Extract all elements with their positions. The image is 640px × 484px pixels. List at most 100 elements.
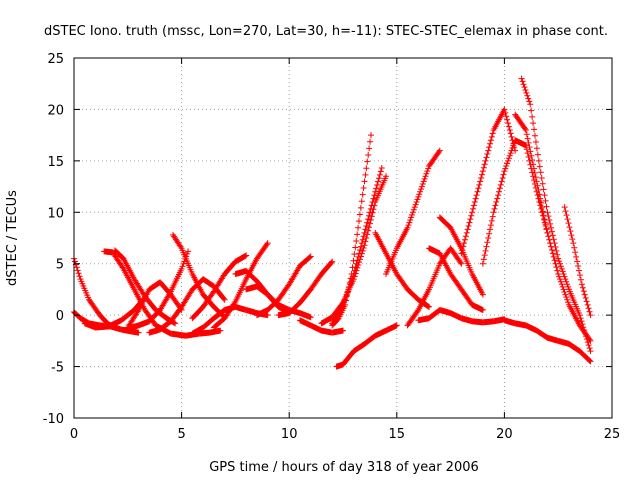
x-tick-label: 10 <box>281 427 298 442</box>
data-marker-run <box>373 175 389 203</box>
data-marker-run <box>405 287 421 302</box>
data-series <box>71 255 121 331</box>
data-marker-run <box>556 258 572 290</box>
data-marker-run <box>71 258 83 280</box>
data-marker-run <box>179 287 195 309</box>
data-point <box>576 312 583 319</box>
axis-ticks: 0 5 10 15 20 25 -10 -5 0 5 10 15 20 25 <box>43 52 621 442</box>
data-series <box>318 173 390 327</box>
data-marker-run <box>480 213 496 263</box>
data-point <box>378 165 385 172</box>
data-marker-run <box>340 278 356 304</box>
data-marker-run <box>373 231 389 255</box>
data-point <box>221 296 228 303</box>
data-marker-run <box>566 341 582 354</box>
data-point <box>361 178 368 185</box>
data-point <box>415 193 422 200</box>
data-marker-run <box>351 341 367 354</box>
data-point <box>479 168 486 175</box>
plot-frame <box>73 57 613 419</box>
data-series <box>561 204 594 319</box>
y-tick-label: -10 <box>43 412 64 427</box>
data-marker-run <box>168 267 184 293</box>
data-point <box>329 258 336 265</box>
data-marker-run <box>112 248 126 261</box>
data-marker-run <box>566 303 582 327</box>
data-marker-run <box>136 318 152 329</box>
data-series <box>501 317 594 365</box>
data-marker-run <box>383 322 399 334</box>
data-marker-run <box>82 320 98 331</box>
data-marker-run <box>319 259 335 276</box>
data-marker-run <box>513 137 529 148</box>
data-point <box>544 229 551 236</box>
data-point <box>561 204 568 211</box>
data-marker-run <box>545 233 561 274</box>
data-marker-run <box>78 278 92 301</box>
data-marker-run <box>394 272 410 292</box>
data-marker-run <box>265 297 281 313</box>
data-marker-run <box>579 284 593 315</box>
data-point <box>383 173 390 180</box>
data-marker-run <box>211 307 227 321</box>
data-marker-run <box>276 282 292 302</box>
data-point <box>501 316 508 323</box>
data-marker-run <box>201 316 216 330</box>
data-point <box>307 253 314 260</box>
data-point <box>533 178 540 185</box>
data-marker-run <box>459 287 475 307</box>
data-series <box>518 75 594 355</box>
data-point <box>522 142 529 149</box>
data-point <box>587 312 594 319</box>
data-marker-run <box>545 335 561 344</box>
data-marker-run <box>534 328 550 341</box>
plot-data <box>71 75 594 370</box>
data-point <box>501 168 508 175</box>
data-series <box>333 322 400 370</box>
data-point <box>555 271 562 277</box>
data-marker-run <box>416 165 432 198</box>
data-marker-run <box>383 247 399 275</box>
data-marker-run <box>437 215 453 230</box>
data-series <box>296 317 346 336</box>
data-marker-run <box>340 349 356 367</box>
data-point <box>264 240 271 247</box>
data-point <box>522 127 529 133</box>
data-marker-run <box>211 316 227 330</box>
data-marker-run <box>373 168 384 192</box>
data-point <box>436 147 443 154</box>
data-marker-run <box>254 307 270 318</box>
data-point <box>367 132 374 139</box>
data-marker-run <box>254 284 270 297</box>
data-point <box>135 329 142 336</box>
data-series <box>404 245 465 329</box>
data-marker-run <box>513 112 529 132</box>
data-point <box>355 224 362 231</box>
data-marker-run <box>470 272 485 296</box>
data-marker-run <box>470 171 485 212</box>
data-marker-run <box>201 289 216 309</box>
data-marker-run <box>416 288 432 312</box>
data-point <box>587 337 594 344</box>
data-point <box>578 281 585 288</box>
data-marker-run <box>319 314 335 326</box>
data-point <box>587 358 594 365</box>
data-point <box>469 209 476 216</box>
data-marker-run <box>211 272 227 294</box>
data-marker-run <box>437 252 453 276</box>
data-marker-run <box>233 278 249 303</box>
data-series <box>243 283 314 321</box>
x-tick-label: 5 <box>177 427 185 442</box>
data-marker-run <box>287 264 303 286</box>
data-series <box>253 253 314 319</box>
data-marker-run <box>426 262 442 291</box>
data-marker-run <box>308 272 324 292</box>
data-marker-run <box>545 213 561 258</box>
data-point <box>264 312 271 319</box>
data-marker-run <box>426 245 442 256</box>
data-marker-run <box>502 317 518 327</box>
data-marker-run <box>106 317 124 330</box>
data-marker-run <box>190 325 206 337</box>
